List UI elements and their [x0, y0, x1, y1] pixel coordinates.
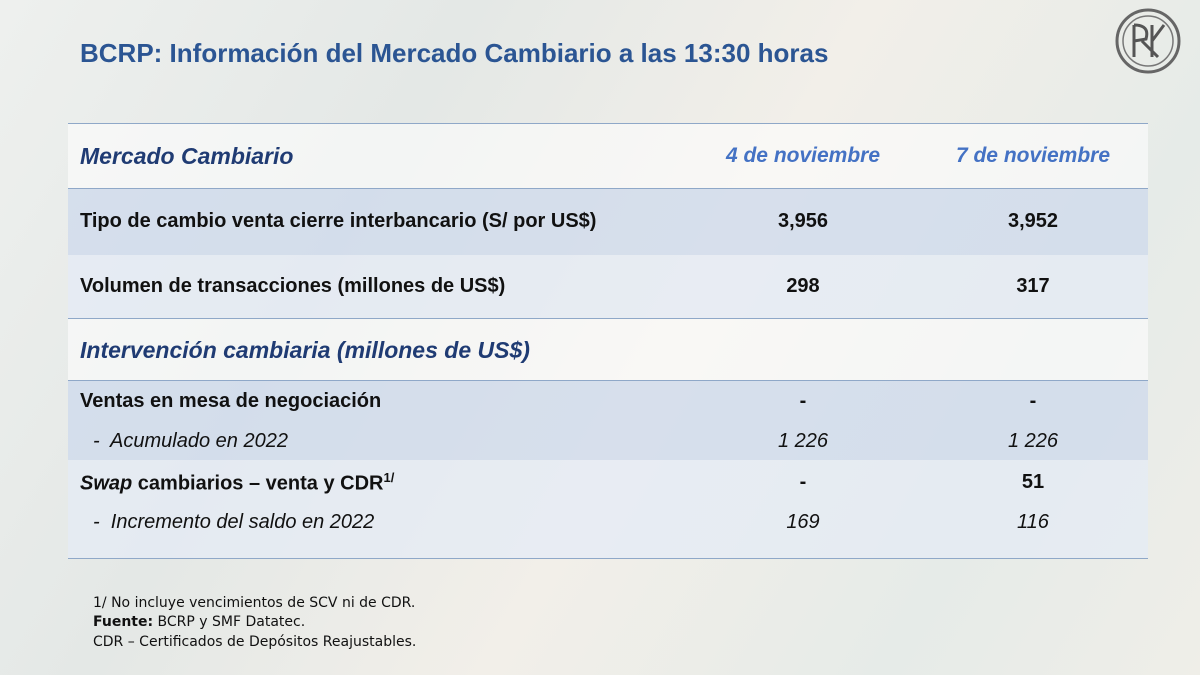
- cell-value: 317: [1016, 275, 1050, 297]
- cell-value: 51: [1021, 471, 1045, 493]
- rule: [68, 123, 1148, 124]
- footnote-text: BCRP y SMF Datatec.: [153, 614, 306, 630]
- label-italic: Swap: [80, 472, 133, 495]
- row-label: Ventas en mesa de negociación: [80, 390, 382, 412]
- rule: [68, 318, 1148, 319]
- footnote-bold: Fuente:: [93, 614, 154, 630]
- header-band: [68, 123, 1148, 188]
- row-band: [68, 460, 1148, 558]
- cell-value: 1 226: [1007, 430, 1059, 452]
- footnote: CDR – Certificados de Depósitos Reajusta…: [93, 634, 417, 650]
- rule: [68, 380, 1148, 381]
- title: BCRP: Información del Mercado Cambiario …: [80, 38, 829, 68]
- row-label: Swap cambiarios – venta y CDR1/: [80, 470, 394, 496]
- footnote: Fuente: BCRP y SMF Datatec.: [93, 614, 305, 630]
- row-band: [68, 255, 1148, 318]
- header-label: Mercado Cambiario: [80, 143, 294, 169]
- header-date: 7 de noviembre: [955, 144, 1111, 167]
- footnote: 1/ No incluye vencimientos de SCV ni de …: [93, 595, 416, 611]
- label-text: cambiarios – venta y CDR: [132, 472, 384, 495]
- row-label: - Incremento del saldo en 2022: [93, 511, 375, 533]
- cell-value: -: [799, 390, 807, 412]
- cell-value: 116: [1017, 511, 1049, 533]
- logo: [1115, 8, 1181, 74]
- header-date: 4 de noviembre: [725, 144, 881, 167]
- cell-value: 3,952: [1007, 210, 1059, 232]
- row-label: - Acumulado en 2022: [93, 430, 288, 452]
- cell-value: 3,956: [777, 210, 829, 232]
- cell-value: -: [799, 471, 807, 493]
- superscript: 1/: [383, 470, 395, 485]
- row-band: [68, 188, 1148, 255]
- cell-value: 298: [786, 275, 820, 297]
- cell-value: 169: [786, 511, 820, 533]
- row-label: Volumen de transacciones (millones de US…: [80, 275, 506, 297]
- section-band: [68, 318, 1148, 380]
- section-label: Intervención cambiaria (millones de US$): [80, 337, 530, 363]
- cell-value: 1 226: [777, 430, 829, 452]
- rule: [68, 188, 1148, 189]
- rule: [68, 558, 1148, 559]
- cell-value: -: [1029, 390, 1037, 412]
- row-label: Tipo de cambio venta cierre interbancari…: [80, 210, 597, 232]
- row-band: [68, 380, 1148, 460]
